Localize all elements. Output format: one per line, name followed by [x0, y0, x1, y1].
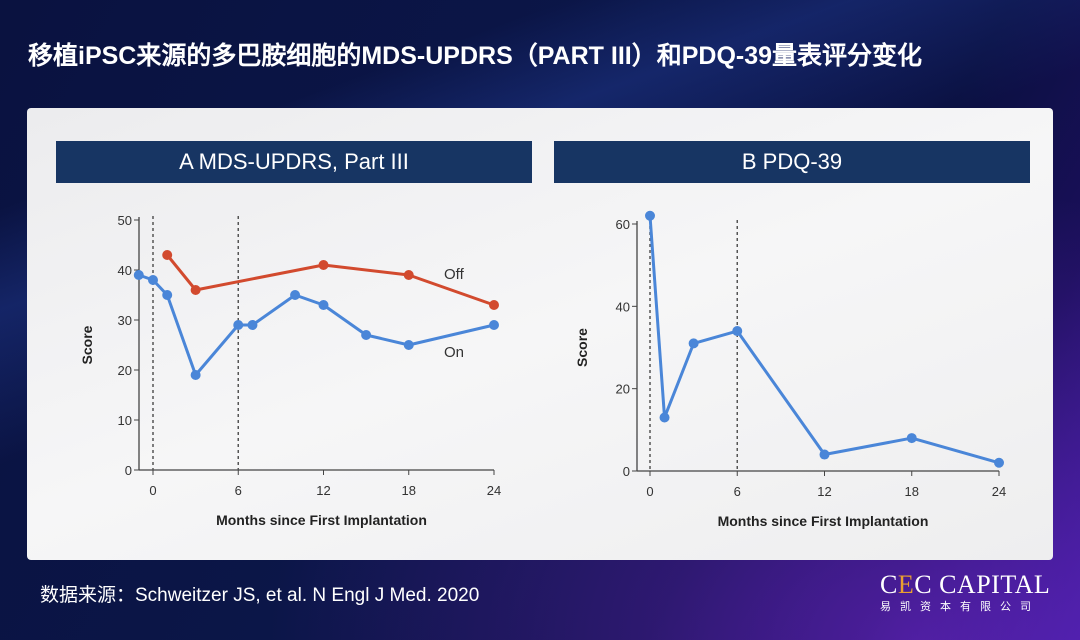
on-point	[403, 340, 414, 350]
y-tick-label: 10	[118, 413, 132, 428]
series-label-on: On	[444, 344, 464, 361]
page-title: 移植iPSC来源的多巴胺细胞的MDS-UPDRS（PART III）和PDQ-3…	[28, 42, 923, 70]
series-label-off: Off	[444, 266, 465, 283]
off-point	[403, 270, 414, 280]
off-point	[190, 285, 201, 295]
y-axis-label: Score	[574, 328, 590, 367]
on-point	[148, 275, 158, 285]
off-point	[162, 250, 173, 260]
on-point	[162, 290, 173, 300]
series-point	[994, 457, 1004, 468]
y-tick-label: 40	[118, 263, 132, 278]
x-axis-label: Months since First Implantation	[216, 512, 427, 528]
x-axis-label: Months since First Implantation	[718, 513, 929, 529]
panel-a-header: A MDS-UPDRS, Part III	[56, 141, 532, 183]
series-point	[732, 326, 743, 337]
x-tick-label: 0	[149, 483, 156, 498]
off-point	[489, 300, 499, 310]
y-tick-label: 30	[118, 313, 132, 328]
x-tick-label: 6	[235, 483, 242, 498]
y-tick-label: 20	[118, 363, 132, 378]
x-tick-label: 24	[992, 484, 1006, 499]
source-citation: 数据来源：Schweitzer JS, et al. N Engl J Med.…	[40, 585, 480, 606]
y-tick-label: 50	[118, 213, 132, 228]
off-point	[318, 260, 329, 270]
x-tick-label: 18	[905, 484, 919, 499]
x-tick-label: 18	[402, 483, 416, 498]
figure-card	[27, 108, 1053, 560]
on-point	[247, 320, 258, 330]
y-tick-label: 20	[616, 382, 630, 397]
x-tick-label: 6	[734, 484, 741, 499]
panel-b-header: B PDQ-39	[554, 141, 1030, 183]
on-point	[290, 290, 301, 300]
y-tick-label: 0	[125, 463, 132, 478]
series-line	[648, 215, 1000, 465]
y-tick-label: 40	[616, 299, 630, 314]
series-point	[688, 338, 699, 349]
series-point	[645, 210, 655, 221]
on-point	[133, 270, 144, 280]
y-axis-label: Score	[79, 325, 95, 364]
on-point	[190, 370, 201, 380]
cec-capital-logo: CEC CAPITAL 易凯资本有限公司	[880, 570, 1051, 613]
series-point	[819, 449, 830, 460]
series-point	[659, 412, 670, 423]
x-tick-label: 12	[316, 483, 330, 498]
on-point	[233, 320, 244, 330]
on-point	[361, 330, 372, 340]
x-tick-label: 0	[646, 484, 653, 499]
x-tick-label: 24	[487, 483, 501, 498]
y-tick-label: 0	[623, 464, 630, 479]
y-tick-label: 60	[616, 217, 630, 232]
on-point	[318, 300, 329, 310]
series-point	[906, 433, 917, 444]
on-point	[489, 320, 499, 330]
x-tick-label: 12	[817, 484, 831, 499]
